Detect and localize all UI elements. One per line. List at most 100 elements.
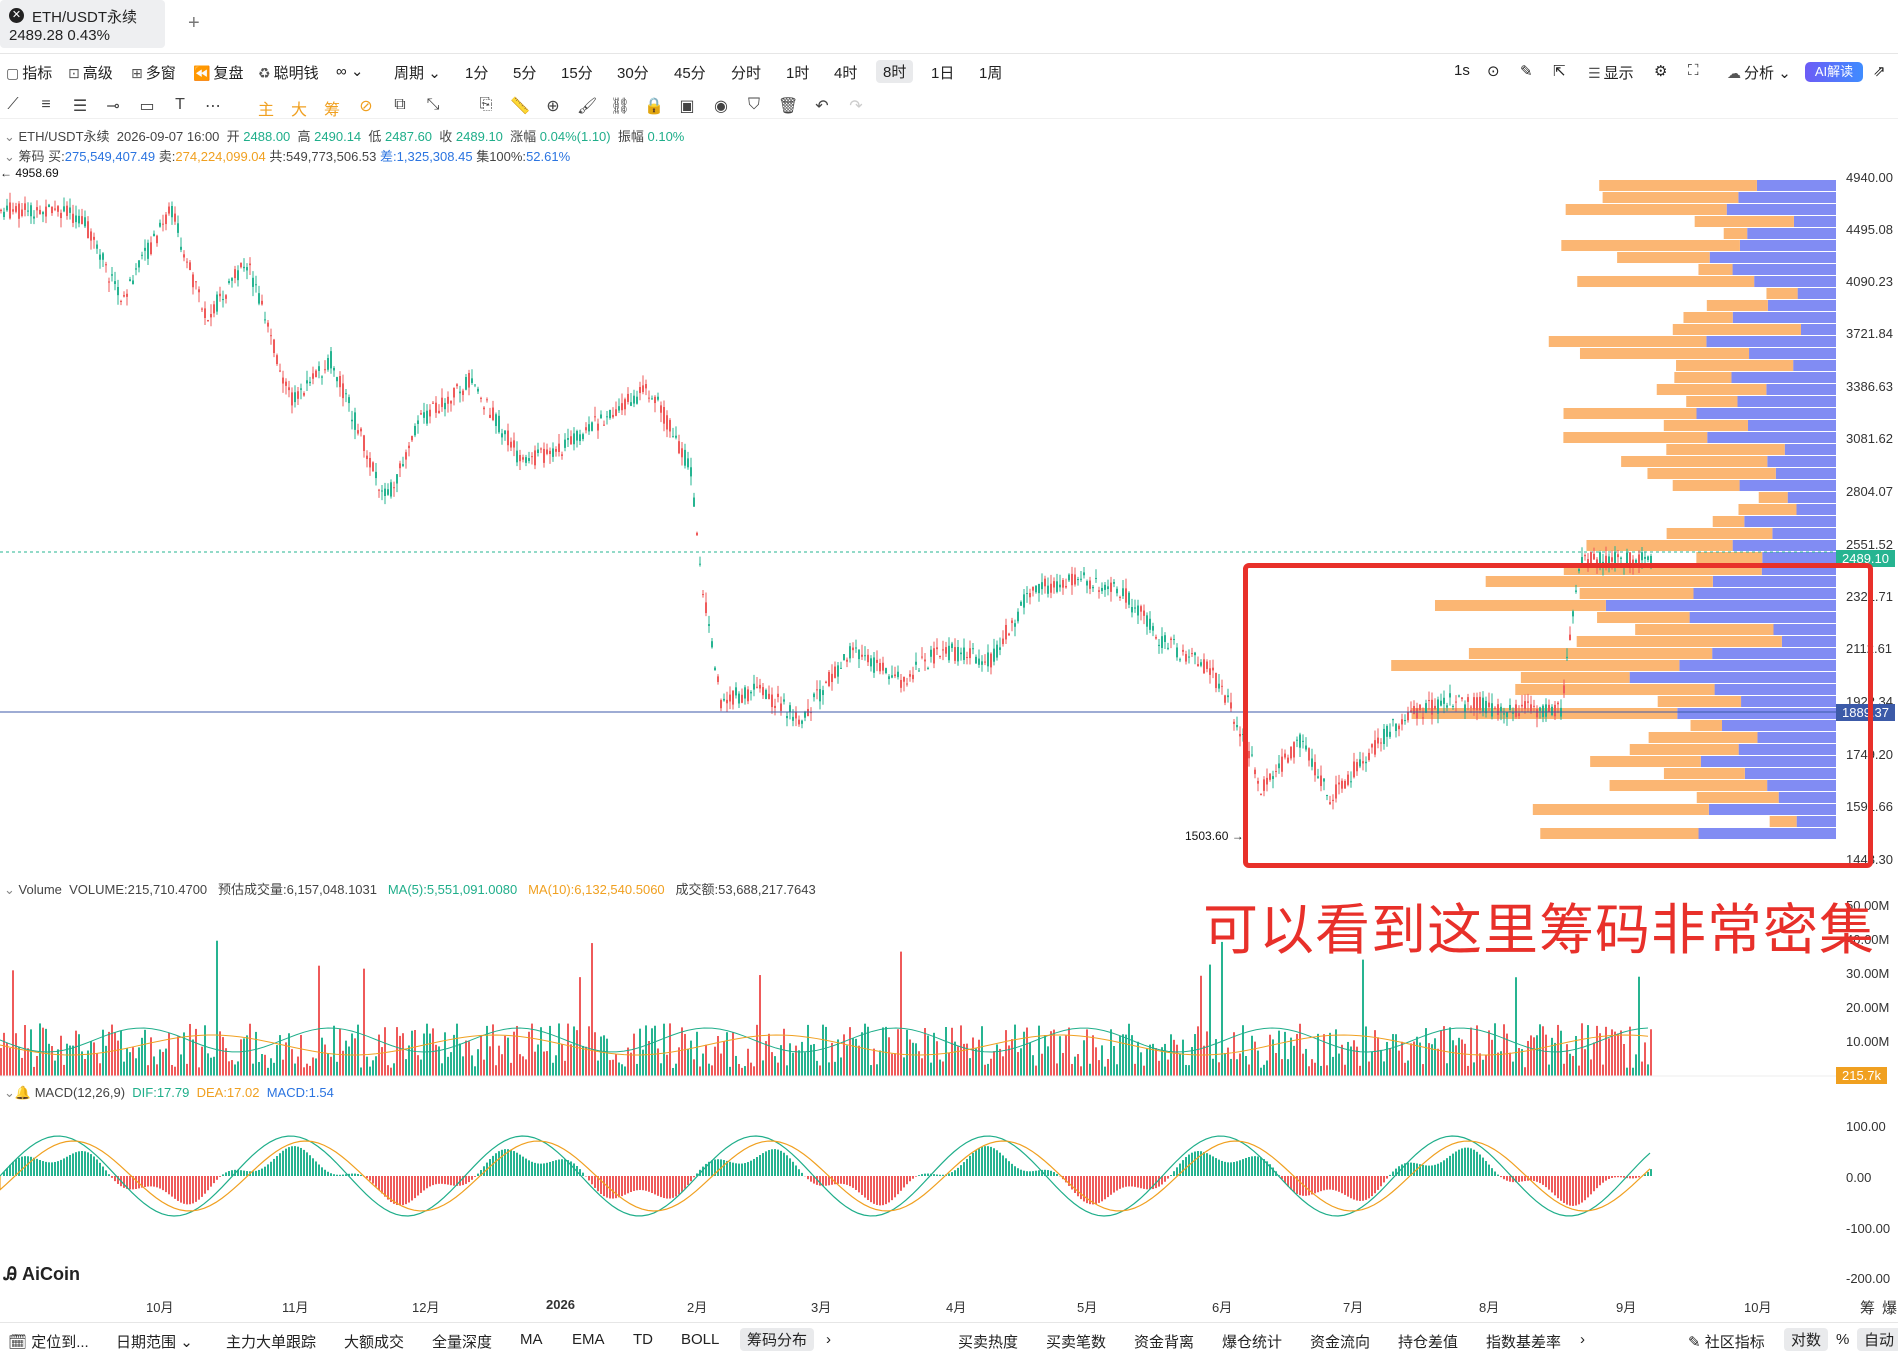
add-tab-button[interactable]: + [188, 12, 200, 34]
tab-large-trades[interactable]: 大额成交 [344, 1334, 405, 1351]
analysis-dropdown[interactable]: ☁ 分析 ⌄ [1727, 62, 1791, 83]
pen-icon[interactable]: ✎ [1520, 63, 1533, 80]
ruler-icon[interactable]: 📏 [510, 98, 530, 115]
chevron-right-icon[interactable]: › [1580, 1331, 1585, 1348]
liquidation-toggle[interactable]: 爆 [1882, 1300, 1898, 1317]
multi-window-button[interactable]: ⊞ 多窗 [131, 62, 176, 83]
volume-bar [534, 1051, 536, 1076]
tab-position-diff[interactable]: 持仓差值 [1398, 1334, 1459, 1351]
ai-interpret-button[interactable]: AI解读 [1805, 62, 1863, 82]
symbol-tab[interactable]: ✕ ETH/USDT永续 2489.28 0.43% [0, 0, 165, 48]
eraser-toggle-icon[interactable]: ⊘ [359, 98, 373, 115]
tab-capital-flow[interactable]: 资金流向 [1310, 1334, 1371, 1351]
annotation-rectangle[interactable] [1243, 563, 1873, 868]
percent-toggle[interactable]: % [1836, 1331, 1850, 1348]
log-scale-toggle[interactable]: 对数 [1784, 1328, 1829, 1351]
volume-bar [1608, 1038, 1610, 1076]
interval-30m[interactable]: 30分 [617, 65, 649, 82]
tab-full-depth[interactable]: 全量深度 [432, 1334, 493, 1351]
candle-body [609, 409, 611, 419]
replay-button[interactable]: ⏪ 复盘 [193, 62, 243, 83]
time-axis[interactable]: 10月 11月 12月 2026 2月 3月 4月 5月 6月 7月 8月 9月… [0, 1294, 1898, 1317]
community-indicators-button[interactable]: ✎ 社区指标 [1688, 1331, 1765, 1352]
brush-icon[interactable]: 🖌 [577, 98, 598, 115]
layers-icon[interactable]: ⧉ [394, 96, 406, 113]
filter-icon[interactable]: ⛉ [747, 96, 760, 113]
lock-icon[interactable]: 🔒 [644, 98, 664, 115]
link-icon[interactable]: ⛓ [610, 98, 631, 115]
locate-button[interactable]: 🗓 定位到... [8, 1331, 89, 1352]
chart-type-dropdown[interactable]: ∞ ⌄ [336, 62, 363, 80]
settings-icon[interactable]: ⚙ [1654, 63, 1668, 80]
tab-boll[interactable]: BOLL [681, 1331, 720, 1348]
tab-capital-divergence[interactable]: 资金背离 [1134, 1334, 1195, 1351]
collapse-icon[interactable]: ⌄ [4, 1085, 15, 1100]
chip-toggle[interactable]: 筹 [1860, 1300, 1876, 1317]
tab-buy-sell-heat[interactable]: 买卖热度 [958, 1334, 1019, 1351]
volume-bar [1038, 1025, 1040, 1076]
interval-45m[interactable]: 45分 [674, 65, 706, 82]
tab-liquidation-stats[interactable]: 爆仓统计 [1222, 1334, 1283, 1351]
indicators-button[interactable]: ▢ 指标 [6, 62, 52, 83]
zoom-in-icon[interactable]: ⊕ [546, 98, 560, 115]
interval-1w[interactable]: 1周 [979, 65, 1003, 82]
trend-line-icon[interactable]: ⟋ [7, 96, 19, 113]
collapse-icon[interactable]: ⌄ [4, 149, 19, 164]
advanced-button[interactable]: ⊡ 高级 [68, 62, 113, 83]
candle-body [801, 720, 803, 724]
interval-4h[interactable]: 4时 [834, 65, 858, 82]
redo-icon[interactable]: ↷ [849, 98, 863, 115]
text-icon[interactable]: T [175, 96, 185, 113]
copy-icon[interactable]: ⎘ [479, 96, 493, 113]
interval-1m[interactable]: 1分 [465, 65, 489, 82]
seconds-toggle[interactable]: 1s [1454, 62, 1470, 79]
eye-off-icon[interactable]: ◉ [714, 98, 728, 115]
tab-main-force[interactable]: 主力大单跟踪 [226, 1334, 317, 1351]
candle-body [1137, 605, 1139, 616]
interval-1d[interactable]: 1日 [931, 65, 955, 82]
collapse-icon[interactable]: ⌄ [4, 129, 19, 144]
main-force-icon[interactable]: 主 [257, 102, 274, 119]
template-icon[interactable]: ▣ [679, 98, 695, 115]
undo-icon[interactable]: ↶ [815, 98, 829, 115]
magnet-icon[interactable]: ⤡ [426, 96, 440, 113]
tab-chip-distribution[interactable]: 筹码分布 [740, 1328, 815, 1351]
tab-ma[interactable]: MA [520, 1331, 543, 1348]
big-order-icon[interactable]: 大 [290, 102, 307, 119]
horizontal-ray-icon[interactable]: ⊸ [106, 98, 120, 115]
chip-icon[interactable]: 筹 [323, 102, 340, 119]
rectangle-icon[interactable]: ▭ [139, 98, 155, 115]
camera-icon[interactable]: ⊙ [1487, 63, 1500, 80]
export-icon[interactable]: ⇱ [1553, 63, 1566, 80]
trash-icon[interactable]: 🗑 [778, 98, 799, 115]
interval-1h[interactable]: 1时 [786, 65, 810, 82]
date-range-dropdown[interactable]: 日期范围 ⌄ [116, 1331, 193, 1352]
interval-15m[interactable]: 15分 [561, 65, 593, 82]
smart-money-button[interactable]: ♻ 聪明钱 [258, 62, 319, 83]
display-button[interactable]: ☰ 显示 [1588, 62, 1634, 83]
tab-ema[interactable]: EMA [572, 1331, 605, 1348]
conc-label: 集100%: [476, 149, 527, 164]
close-icon[interactable]: ✕ [9, 8, 24, 23]
chevron-right-icon[interactable]: › [826, 1331, 831, 1348]
collapse-icon[interactable]: ⌄ [4, 882, 19, 897]
share-icon[interactable]: ⇗ [1873, 63, 1886, 80]
interval-5m[interactable]: 5分 [513, 65, 537, 82]
fullscreen-icon[interactable]: ⛶ [1688, 62, 1699, 79]
volume-bar [717, 1036, 719, 1076]
tab-buy-sell-count[interactable]: 买卖笔数 [1046, 1334, 1107, 1351]
auto-scale-toggle[interactable]: 自动 [1857, 1328, 1898, 1351]
interval-timeline[interactable]: 分时 [731, 65, 762, 82]
volume-bar [921, 1058, 923, 1076]
advanced-label: 高级 [82, 65, 113, 82]
tab-td[interactable]: TD [633, 1331, 653, 1348]
parallel-lines-icon[interactable]: ≡ [41, 96, 51, 113]
period-dropdown[interactable]: 周期 ⌄ [394, 62, 441, 83]
more-icon[interactable]: ⋯ [205, 98, 221, 115]
horizontal-lines-icon[interactable]: ☰ [72, 98, 88, 115]
bell-icon[interactable]: 🔔 [14, 1085, 32, 1100]
tab-index-basis[interactable]: 指数基差率 [1486, 1334, 1562, 1351]
interval-8h[interactable]: 8时 [876, 60, 914, 83]
annotation-text[interactable]: 可以看到这里筹码非常密集 [1203, 898, 1876, 962]
